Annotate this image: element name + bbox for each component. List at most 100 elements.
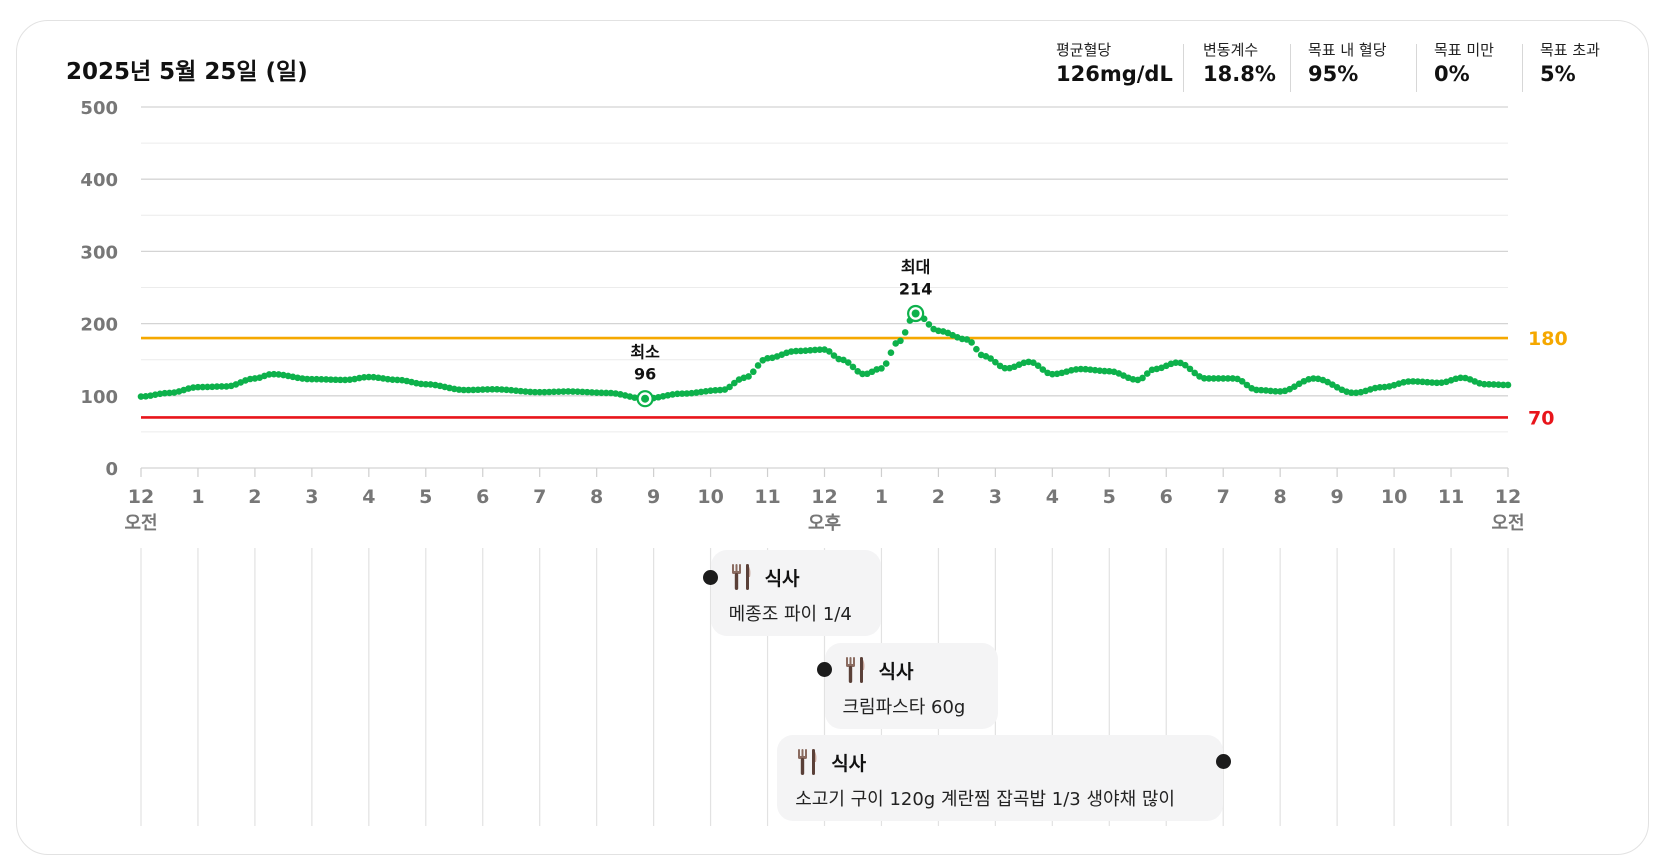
- glucose-point: [526, 388, 534, 396]
- glucose-point: [1291, 383, 1298, 390]
- meal-description: 크림파스타 60g: [842, 697, 966, 718]
- meal-time-marker: [703, 569, 719, 585]
- glucose-point: [308, 375, 316, 383]
- stat-in-range: 목표 내 혈당 95%: [1308, 40, 1387, 88]
- glucose-point: [484, 386, 491, 393]
- glucose-point: [318, 376, 325, 383]
- glucose-point: [474, 386, 482, 394]
- glucose-point: [498, 386, 506, 393]
- glucose-point: [564, 388, 572, 395]
- glucose-point: [678, 390, 686, 397]
- glucose-point: [422, 380, 430, 388]
- glucose-point: [536, 388, 544, 396]
- x-tick-label: 1: [875, 486, 888, 508]
- glucose-point: [541, 388, 548, 396]
- stat-value: 0%: [1434, 62, 1470, 86]
- y-tick-label: 400: [80, 170, 118, 191]
- x-tick-label: 2: [932, 486, 945, 508]
- glucose-point: [265, 371, 273, 378]
- threshold-label-70: 70: [1528, 407, 1554, 429]
- stat-label: 평균혈당: [1056, 41, 1112, 59]
- glucose-point: [1409, 378, 1417, 385]
- y-tick-label: 500: [80, 98, 118, 119]
- glucose-point: [1049, 370, 1056, 378]
- glucose-point: [1262, 387, 1270, 394]
- stat-divider: [1290, 44, 1291, 92]
- glucose-point: [303, 375, 311, 383]
- glucose-point: [1143, 370, 1151, 377]
- glucose-point: [811, 346, 819, 354]
- meal-card[interactable]: 식사 소고기 구이 120g 계란찜 잡곡밥 1/3 생야채 많이: [777, 735, 1224, 821]
- glucose-point: [1414, 378, 1422, 385]
- glucose-point: [859, 370, 866, 378]
- meal-card[interactable]: 식사 메종조 파이 1/4: [710, 550, 881, 636]
- glucose-point: [460, 386, 468, 394]
- glucose-point: [1072, 366, 1080, 373]
- glucose-point: [531, 388, 539, 396]
- glucose-point: [1034, 362, 1042, 369]
- glucose-point: [583, 388, 591, 396]
- glucose-point: [825, 348, 833, 355]
- glucose-point: [802, 347, 809, 354]
- glucose-point: [137, 393, 145, 400]
- glucose-point: [1405, 378, 1412, 385]
- glucose-point: [550, 388, 558, 396]
- glucose-point: [1480, 380, 1488, 388]
- glucose-point: [503, 386, 510, 394]
- glucose-point: [878, 365, 885, 372]
- glucose-point: [166, 389, 173, 397]
- glucose-point: [574, 388, 581, 395]
- x-tick-period: 오후: [808, 513, 841, 534]
- glucose-point: [849, 363, 857, 371]
- meal-time-marker: [817, 661, 832, 677]
- glucose-point: [341, 376, 349, 384]
- glucose-point: [389, 376, 396, 384]
- meal-type: 식사: [831, 752, 867, 775]
- glucose-point: [925, 321, 933, 328]
- meal-header: 식사: [729, 562, 863, 592]
- stat-value: 5%: [1540, 62, 1576, 86]
- glucose-point: [1030, 359, 1037, 366]
- stat-value: 126mg/dL: [1056, 62, 1173, 86]
- x-tick-label: 12: [811, 486, 837, 508]
- x-tick-label: 12: [1495, 486, 1521, 508]
- x-tick-period: 오전: [124, 513, 157, 534]
- glucose-point: [674, 390, 681, 398]
- x-tick-label: 10: [1381, 486, 1407, 508]
- glucose-point: [787, 348, 795, 355]
- stat-label: 목표 내 혈당: [1308, 41, 1387, 59]
- x-tick-label: 11: [1438, 486, 1464, 508]
- glucose-point: [1186, 365, 1194, 373]
- glucose-point: [1039, 366, 1047, 373]
- stat-divider: [1416, 44, 1417, 92]
- x-tick-label: 10: [697, 486, 723, 508]
- stat-cv: 변동계수 18.8%: [1203, 40, 1276, 88]
- meal-time-marker: [1215, 753, 1231, 769]
- glucose-point: [712, 386, 719, 394]
- glucose-point: [1210, 375, 1218, 382]
- glucose-point: [830, 352, 838, 359]
- glucose-point: [517, 387, 525, 395]
- glucose-point: [465, 386, 472, 394]
- x-tick-label: 9: [1331, 486, 1344, 508]
- stat-label: 목표 초과: [1540, 41, 1600, 59]
- utensils-icon: [729, 563, 755, 591]
- glucose-point: [1257, 386, 1265, 394]
- glucose-point: [1267, 387, 1274, 395]
- x-tick-label: 12: [128, 486, 154, 508]
- stat-label: 변동계수: [1203, 41, 1259, 59]
- glucose-point: [313, 375, 320, 383]
- meal-card[interactable]: 식사 크림파스타 60g: [824, 643, 998, 729]
- x-tick-label: 5: [1103, 486, 1116, 508]
- glucose-point: [545, 388, 553, 396]
- glucose-point: [569, 388, 577, 395]
- glucose-point: [731, 379, 738, 387]
- glucose-point: [745, 373, 752, 380]
- x-tick-label: 4: [362, 486, 375, 508]
- glucose-point: [901, 329, 909, 336]
- x-tick-label: 4: [1046, 486, 1059, 508]
- glucose-point: [1219, 375, 1227, 382]
- annotation-value: 214: [899, 279, 932, 298]
- y-tick-label: 200: [80, 315, 118, 336]
- glucose-point: [1253, 386, 1260, 394]
